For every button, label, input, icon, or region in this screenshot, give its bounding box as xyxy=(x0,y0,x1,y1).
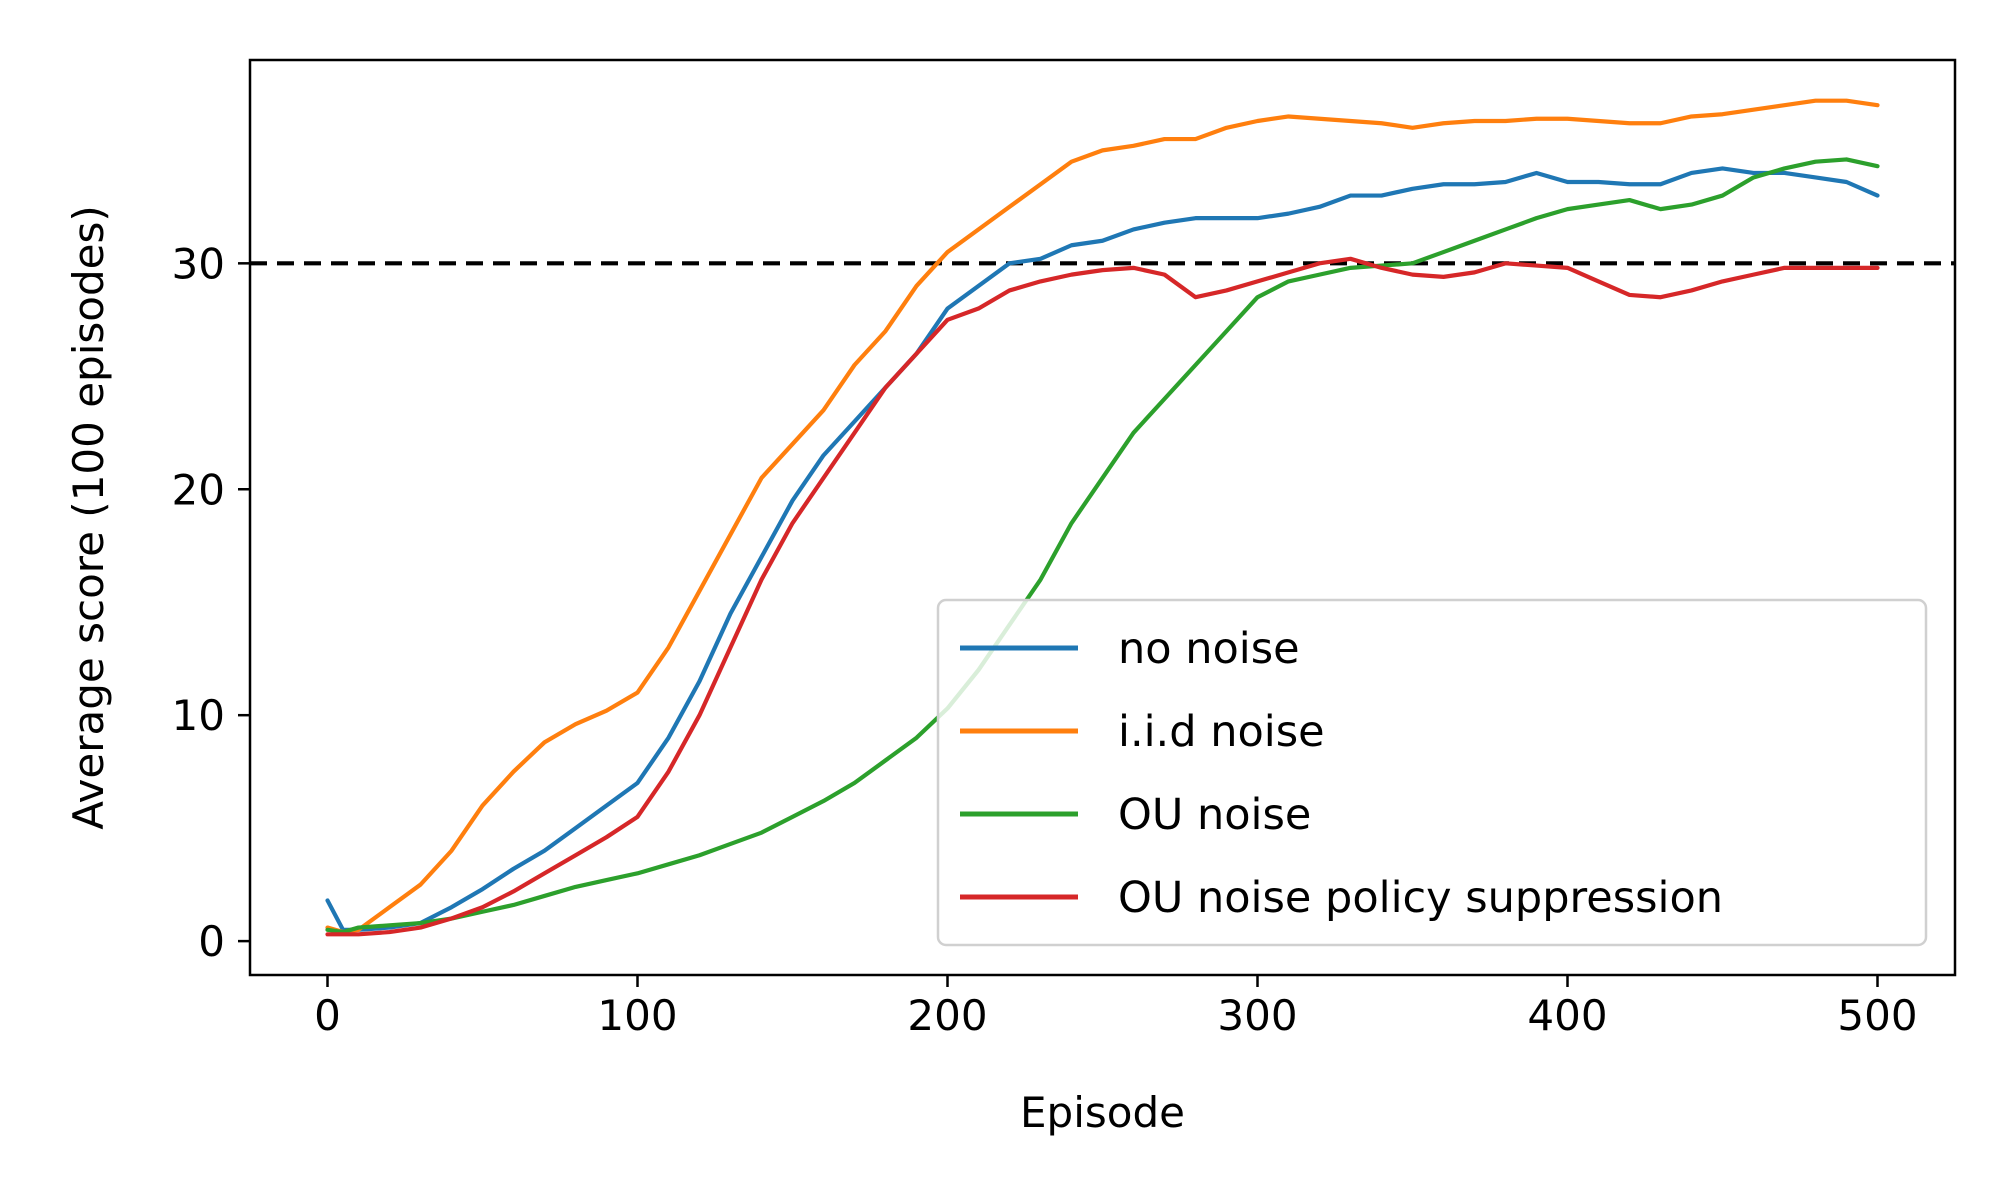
x-tick-label-5: 500 xyxy=(1837,991,1917,1040)
x-tick-label-2: 200 xyxy=(907,991,987,1040)
x-tick-label-0: 0 xyxy=(314,991,341,1040)
plot-frame xyxy=(248,58,1957,977)
y-tick-label-1: 10 xyxy=(172,691,225,740)
legend-label-0: no noise xyxy=(1118,624,1300,674)
legend: no noise i.i.d noise OU noise OU noise poli… xyxy=(936,598,1928,947)
y-axis-label: Average score (100 episodes) xyxy=(64,205,113,829)
x-tick-label-3: 300 xyxy=(1217,991,1297,1040)
y-tick-label-3: 30 xyxy=(172,239,225,288)
series-line-3 xyxy=(325,256,1880,937)
x-tick-label-1: 100 xyxy=(597,991,677,1040)
y-tick-label-2: 20 xyxy=(172,465,225,514)
y-tick-label-0: 0 xyxy=(198,917,225,966)
axes-group: 0 100 200 300 400 500 0 10 20 30 xyxy=(172,58,1957,1040)
x-axis-label: Episode xyxy=(1020,1088,1185,1137)
series-line-2 xyxy=(325,157,1880,935)
series-line-0 xyxy=(325,166,1880,932)
series-line-1 xyxy=(325,98,1880,935)
legend-box xyxy=(936,598,1928,947)
legend-label-3: OU noise policy suppression xyxy=(1118,873,1723,923)
series-group xyxy=(325,98,1880,937)
legend-label-1: i.i.d noise xyxy=(1118,707,1325,757)
legend-label-2: OU noise xyxy=(1118,790,1311,840)
x-tick-label-4: 400 xyxy=(1527,991,1607,1040)
